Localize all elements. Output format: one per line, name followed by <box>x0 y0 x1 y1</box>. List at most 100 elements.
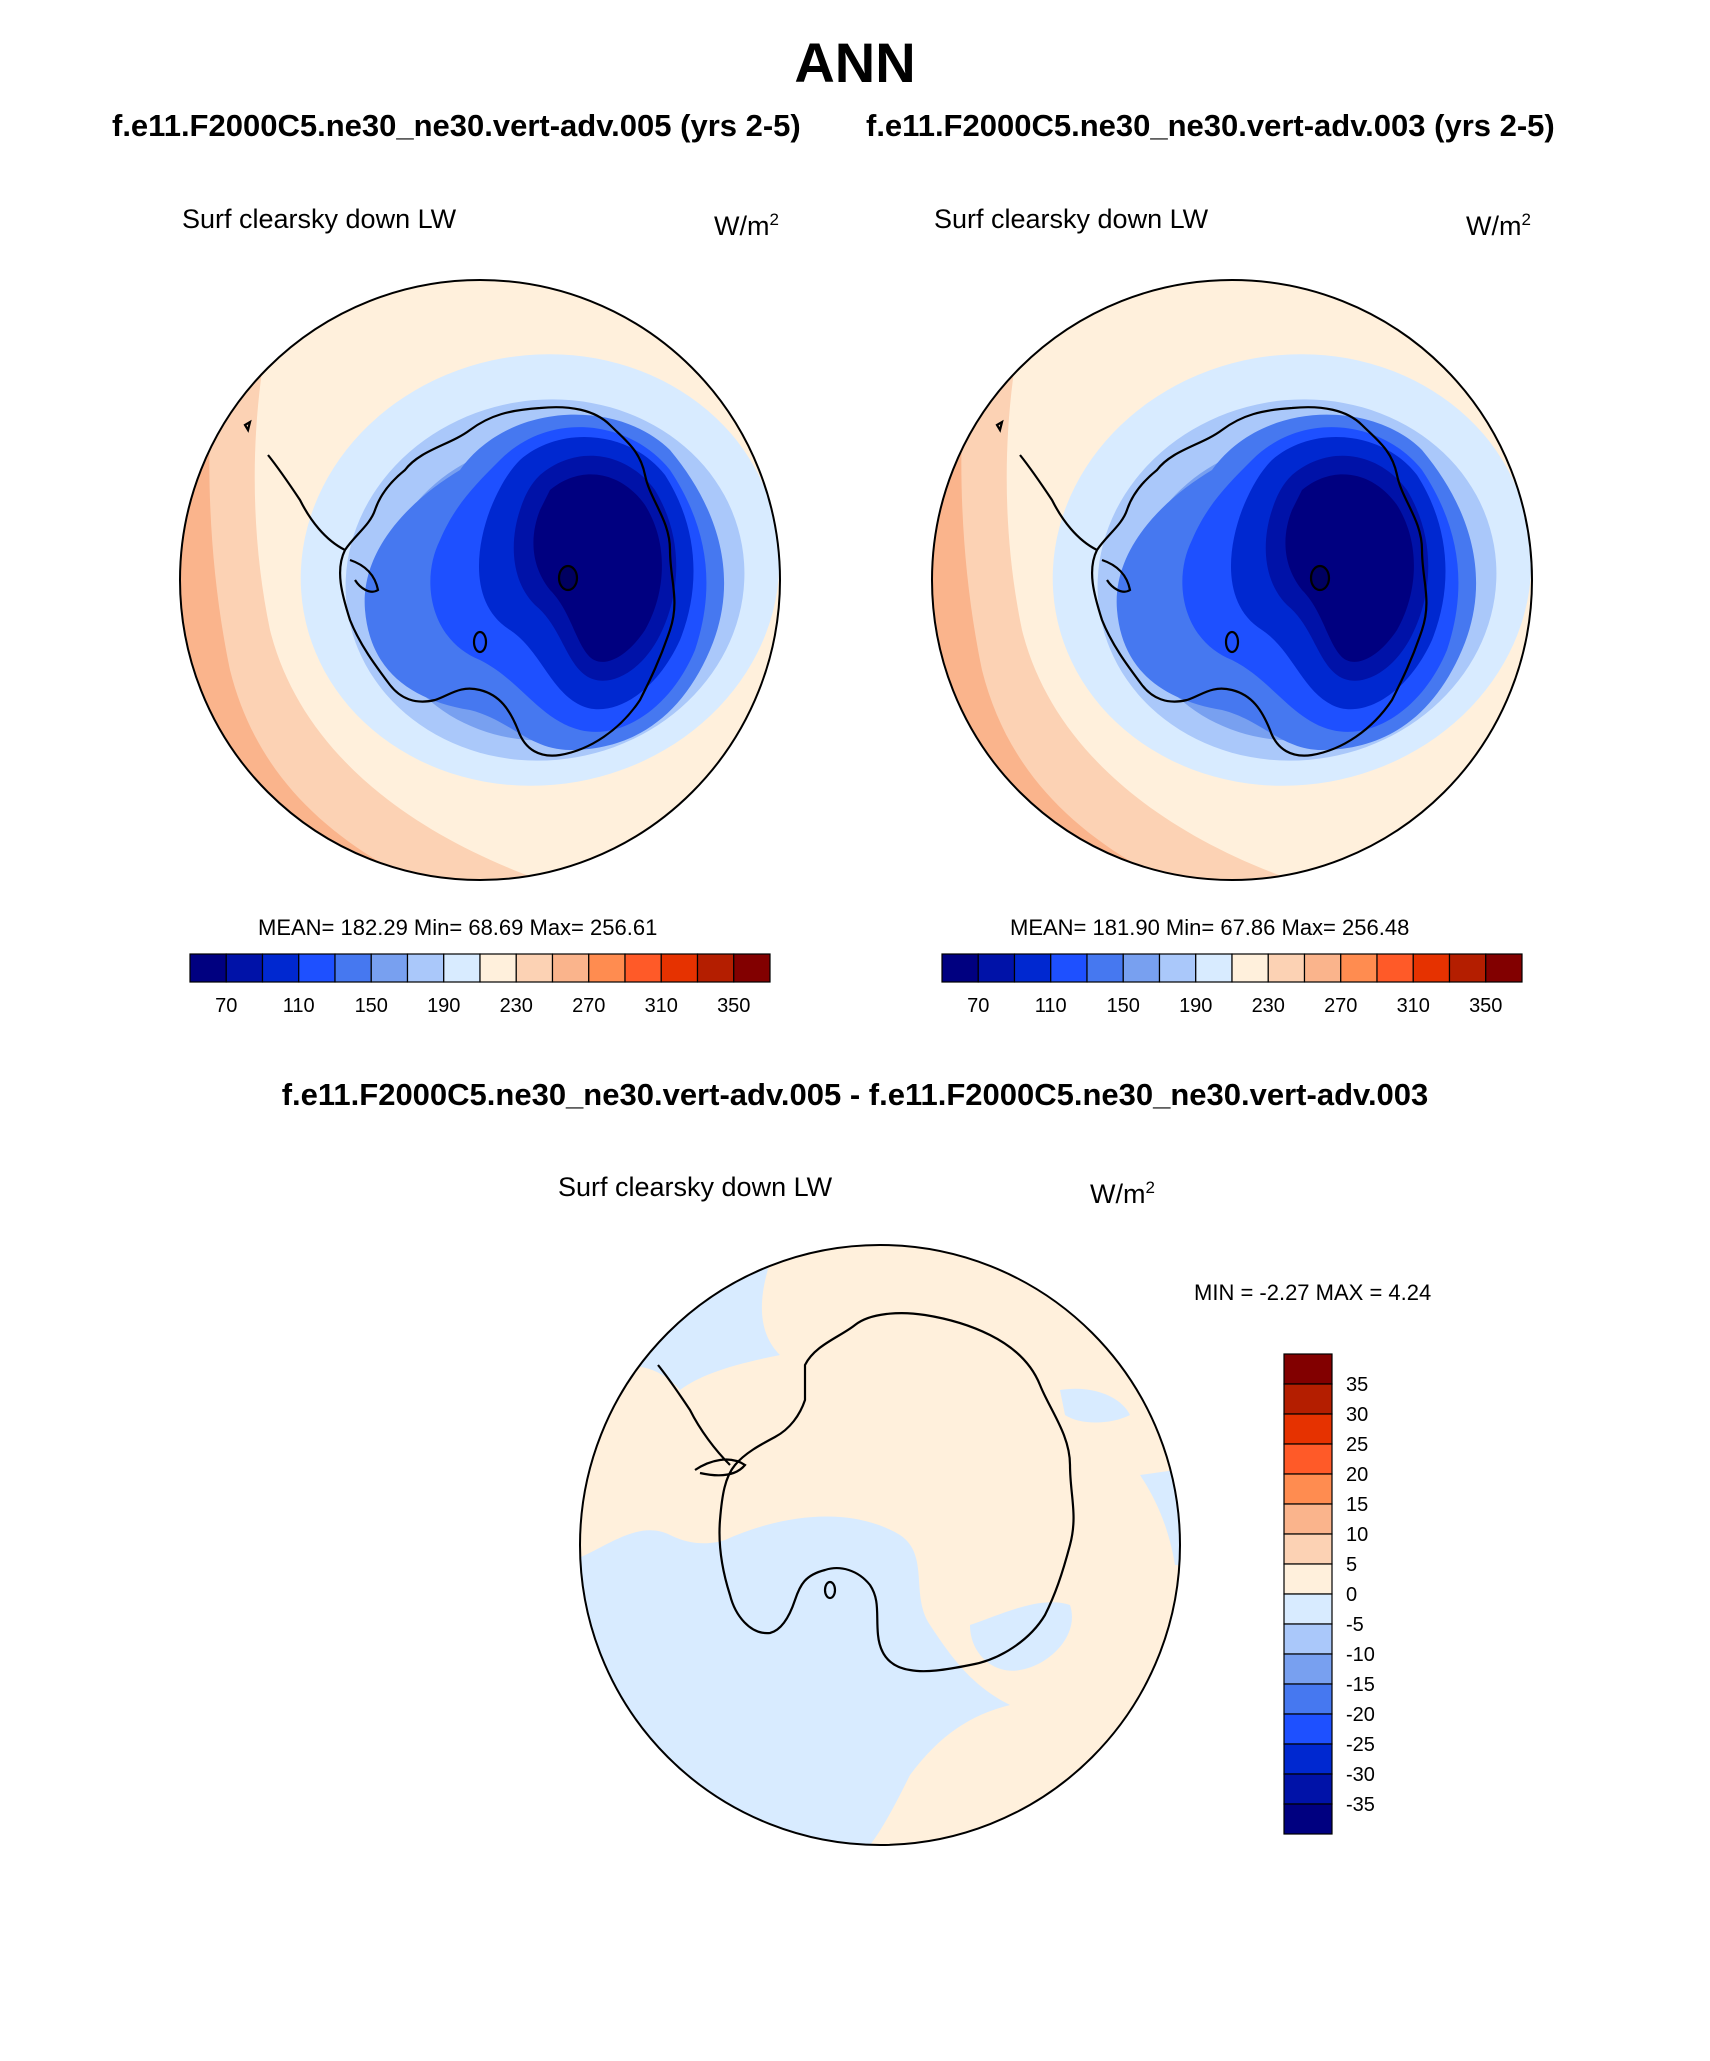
panel-1-colorbar-swatch <box>298 953 336 983</box>
panel-3-colorbar-swatch <box>1283 1413 1333 1445</box>
panel-2-colorbar-tick-label: 310 <box>1397 995 1430 1017</box>
panel-2-colorbar-swatch <box>1303 953 1342 983</box>
panel-1-colorbar-tick-label: 190 <box>427 995 460 1017</box>
panel-3-colorbar-tick-label: 0 <box>1346 1584 1357 1606</box>
difference-title: f.e11.F2000C5.ne30_ne30.vert-adv.005 - f… <box>281 1077 1429 1112</box>
case-subtitle-left: f.e11.F2000C5.ne30_ne30.vert-adv.005 (yr… <box>112 108 801 143</box>
panel-3-stats: MIN = -2.27 MAX = 4.24 <box>1194 1280 1432 1305</box>
panel-3-colorbar-swatch <box>1283 1593 1333 1625</box>
panel-3-map <box>579 1244 1181 1846</box>
panel-1-colorbar-swatch <box>624 953 662 983</box>
panel-2-unit-base: W/m <box>1466 211 1522 241</box>
panel-1-colorbar-swatch <box>261 953 300 983</box>
panel-2-colorbar-swatch <box>1448 953 1487 983</box>
panel-1-colorbar: 70 110 150 190 230 270 310 350 <box>189 953 771 1017</box>
figure-title: ANN <box>794 31 916 94</box>
panel-1-colorbar-swatch <box>479 953 517 983</box>
panel-3-colorbar-swatch <box>1283 1803 1333 1835</box>
panel-2-colorbar-tick-label: 110 <box>1035 995 1067 1017</box>
panel-1-colorbar-swatch <box>406 953 445 983</box>
panel-1-unit: W/m2 <box>714 210 779 242</box>
panel-2-colorbar-tick-label: 230 <box>1252 995 1285 1017</box>
panel-3-colorbar-tick-label: 25 <box>1346 1434 1368 1456</box>
panel-2-colorbar: 70 110 150 190 230 270 310 350 <box>941 953 1523 1017</box>
panel-2-colorbar-swatch <box>1231 953 1269 983</box>
panel-3-colorbar-tick-label: 15 <box>1346 1494 1368 1516</box>
panel-3-colorbar-tick-label: 30 <box>1346 1404 1368 1426</box>
panel-1-colorbar-tick-label: 110 <box>283 995 315 1017</box>
panel-2-colorbar-swatch <box>1158 953 1197 983</box>
panel-1-colorbar-swatch <box>443 953 481 983</box>
panel-2-colorbar-swatch <box>1195 953 1233 983</box>
panel-1-colorbar-swatch <box>551 953 590 983</box>
panel-3-colorbar-swatch <box>1283 1473 1333 1505</box>
panel-1-colorbar-tick-label: 310 <box>645 995 678 1017</box>
panel-1-colorbar-tick-label: 350 <box>717 995 750 1017</box>
panel-3-colorbar-swatch <box>1283 1563 1333 1595</box>
panel-2-unit: W/m2 <box>1466 210 1531 242</box>
panel-2-colorbar-swatch <box>1267 953 1306 983</box>
panel-1-colorbar-tick-label: 230 <box>500 995 533 1017</box>
panel-2-coastline <box>932 406 1428 757</box>
panel-3-colorbar-tick-label: -5 <box>1346 1614 1364 1636</box>
panel-2-colorbar-swatch <box>1122 953 1161 983</box>
panel-3-unit: W/m2 <box>1090 1178 1155 1210</box>
panel-3-unit-exponent: 2 <box>1145 1178 1155 1197</box>
panel-1-contours <box>180 280 780 880</box>
panel-3-colorbar-swatch <box>1283 1773 1333 1805</box>
panel-3-colorbar-tick-label: -15 <box>1346 1674 1375 1696</box>
panel-3-colorbar-tick-label: -35 <box>1346 1794 1375 1816</box>
panel-2-colorbar-swatch <box>977 953 1016 983</box>
panel-2-colorbar-swatch <box>1376 953 1414 983</box>
panel-3-colorbar-swatch <box>1283 1653 1333 1685</box>
panel-2-stats: MEAN= 181.90 Min= 67.86 Max= 256.48 <box>1010 915 1410 940</box>
panel-1-colorbar-tick-label: 150 <box>355 995 388 1017</box>
panel-3-colorbar-swatch <box>1283 1383 1333 1415</box>
panel-2-colorbar-swatch <box>1485 953 1523 983</box>
panel-3-colorbar-swatch <box>1283 1503 1333 1535</box>
panel-2-colorbar-swatch <box>1340 953 1378 983</box>
panel-1-unit-base: W/m <box>714 211 770 241</box>
panel-1-colorbar-swatch <box>189 953 227 983</box>
panel-1-colorbar-swatch <box>588 953 626 983</box>
panel-1-coastline <box>180 406 676 757</box>
panel-2-colorbar-swatch <box>941 953 979 983</box>
panel-3-colorbar-tick-label: 35 <box>1346 1374 1368 1396</box>
panel-3-unit-base: W/m <box>1090 1179 1146 1209</box>
panel-3-colorbar-tick-label: -30 <box>1346 1764 1375 1786</box>
panel-2-map <box>931 279 1533 881</box>
panel-2-colorbar-tick-label: 270 <box>1324 995 1357 1017</box>
panel-3-colorbar-tick-label: -10 <box>1346 1644 1375 1666</box>
panel-1-colorbar-swatch <box>733 953 771 983</box>
panel-1-variable-label: Surf clearsky down LW <box>182 204 457 234</box>
panel-3-map-border <box>579 1244 1181 1846</box>
panel-2-colorbar-tick-label: 150 <box>1107 995 1140 1017</box>
panel-3-colorbar-swatch <box>1283 1713 1333 1745</box>
panel-2-colorbar-tick-label: 190 <box>1179 995 1212 1017</box>
panel-1-unit-exponent: 2 <box>769 210 779 229</box>
panel-3-colorbar-swatch <box>1283 1683 1333 1715</box>
panel-1-map-border <box>179 279 781 881</box>
panel-2-unit-exponent: 2 <box>1521 210 1531 229</box>
panel-3-colorbar-swatch <box>1283 1743 1333 1775</box>
panel-3-colorbar-swatch <box>1283 1533 1333 1565</box>
panel-3-colorbar: 35 30 25 20 15 10 5 0 -5 -10 -15 -20 -25 -30 -35 <box>1283 1353 1375 1835</box>
panel-1-colorbar-tick-label: 70 <box>215 995 237 1017</box>
panel-1-colorbar-swatch <box>515 953 554 983</box>
panel-1-colorbar-tick-label: 270 <box>572 995 605 1017</box>
panel-1-map <box>179 279 781 881</box>
panel-1-colorbar-swatch <box>334 953 372 983</box>
panel-2-colorbar-tick-label: 350 <box>1469 995 1502 1017</box>
panel-2-colorbar-swatch <box>1013 953 1052 983</box>
panel-2-variable-label: Surf clearsky down LW <box>934 204 1209 234</box>
panel-2-contours <box>932 280 1532 880</box>
panel-1-colorbar-swatch <box>225 953 264 983</box>
panel-1-colorbar-swatch <box>370 953 409 983</box>
panel-2-colorbar-swatch <box>1050 953 1088 983</box>
panel-2-map-border <box>931 279 1533 881</box>
panel-3-colorbar-tick-label: 10 <box>1346 1524 1368 1546</box>
panel-3-colorbar-swatch <box>1283 1443 1333 1475</box>
case-subtitle-right: f.e11.F2000C5.ne30_ne30.vert-adv.003 (yr… <box>866 108 1555 143</box>
panel-1-colorbar-swatch <box>660 953 699 983</box>
panel-3-colorbar-swatch <box>1283 1623 1333 1655</box>
